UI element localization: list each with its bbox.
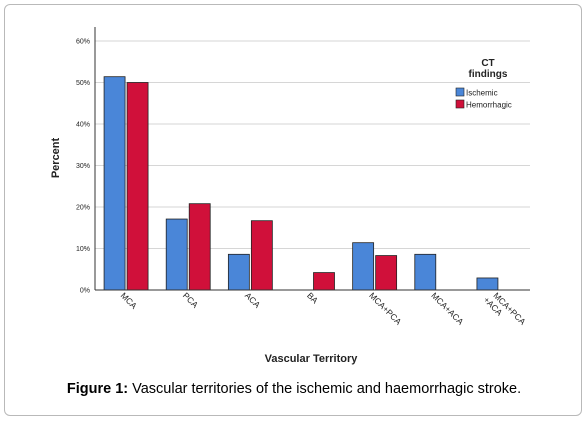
bar-chart: 0%10%20%30%40%50%60% MCA PCA ACA BA MCA+PCA M… — [50, 27, 530, 365]
bar — [126, 82, 149, 291]
grid-lines — [95, 40, 530, 249]
bar — [227, 253, 250, 291]
y-tick-label: 10% — [76, 246, 90, 253]
bar — [352, 242, 375, 291]
legend-swatch — [455, 99, 465, 109]
x-tick-label: MCA+ACA — [429, 290, 466, 327]
y-tick-label: 50% — [76, 80, 90, 87]
y-tick-labels: 0% 10% 20% 30% 40% 50% 60% — [76, 39, 90, 295]
legend-label: Ischemic — [466, 89, 498, 98]
bar — [165, 218, 188, 291]
bar — [103, 76, 126, 291]
bar — [188, 203, 211, 291]
bar — [313, 272, 335, 291]
x-axis-label: Vascular Territory — [265, 353, 359, 365]
y-tick-label: 40% — [76, 122, 90, 129]
x-tick-label: BA — [305, 290, 320, 305]
bar — [250, 220, 273, 291]
bar — [414, 253, 437, 291]
figure-caption: Figure 1: Vascular territories of the is… — [0, 381, 588, 397]
x-tick-label: MCA — [119, 290, 140, 311]
legend-label: Hemorrhagic — [466, 101, 512, 110]
caption-text: Vascular territories of the ischemic and… — [128, 381, 522, 397]
y-axis-label: Percent — [50, 137, 62, 178]
x-tick-label: ACA — [243, 290, 263, 310]
y-tick-label: 0% — [80, 288, 90, 295]
x-tick-labels: MCA PCA ACA BA MCA+PCA MCA+ACA MCA+PCA+ACA — [119, 288, 528, 334]
x-tick-label: MCA+PCA — [367, 290, 404, 327]
caption-label: Figure 1: — [66, 381, 129, 397]
legend-swatch — [455, 87, 465, 97]
figure-frame — [4, 4, 582, 416]
x-tick-label: MCA+PCA+ACA — [482, 288, 528, 334]
bar — [476, 277, 499, 291]
bar — [375, 255, 398, 291]
legend: CT findings Ischemic Hemorrhagic — [455, 58, 512, 110]
y-tick-label: 30% — [76, 163, 90, 170]
y-tick-label: 60% — [76, 39, 90, 46]
bars — [103, 76, 522, 291]
y-tick-label: 20% — [76, 205, 90, 212]
x-tick-label: PCA — [181, 290, 201, 310]
legend-title: CT findings — [469, 58, 508, 80]
